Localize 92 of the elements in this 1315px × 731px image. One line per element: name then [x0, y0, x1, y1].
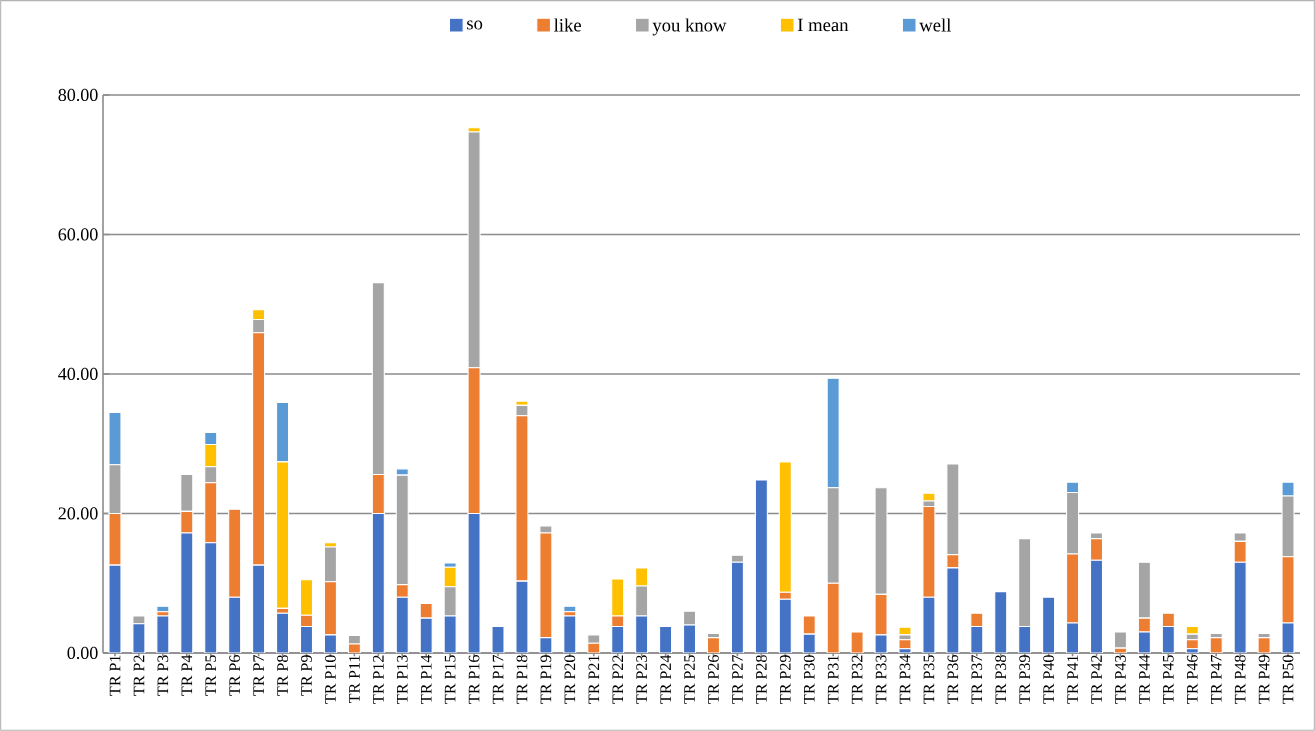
bar	[228, 508, 242, 598]
x-tick-label: TR P44	[1139, 654, 1150, 704]
x-tick-label: TR P30	[803, 655, 815, 704]
bar	[323, 581, 337, 636]
x-tick-label: TR P27	[732, 655, 743, 704]
y-tick-label: 0.00	[67, 646, 98, 660]
x-tick-label: TR P13	[396, 655, 408, 704]
bar	[826, 582, 840, 653]
x-tick-label: TR P26	[708, 655, 719, 704]
bar	[611, 578, 625, 617]
bar	[180, 473, 194, 512]
bar	[371, 473, 385, 515]
x-tick-label: TR P39	[1019, 655, 1031, 704]
y-tick-label: 20.00	[58, 507, 98, 520]
x-tick-label: TR P9	[301, 655, 312, 696]
x-tick-label: TR P33	[875, 655, 887, 704]
x-tick-label: TR P42	[1091, 655, 1102, 704]
legend-label: you know	[652, 18, 727, 36]
x-tick-label: TR P36	[947, 655, 959, 704]
bar	[1089, 559, 1104, 653]
bar	[252, 564, 266, 653]
x-tick-label: TR P17	[492, 655, 504, 704]
legend-label: well	[919, 18, 952, 32]
x-tick-label: TR P12	[373, 655, 384, 704]
x-tick-label: TR P50	[1282, 655, 1294, 704]
x-tick-label: TR P18	[516, 655, 528, 704]
bar	[539, 525, 553, 534]
bar	[730, 561, 744, 653]
legend-label: so	[467, 20, 483, 30]
bar	[587, 634, 601, 644]
x-tick-label: TR P8	[277, 655, 288, 696]
bar	[132, 615, 146, 625]
x-tick-label: TR P32	[851, 655, 863, 704]
x-tick-label: TR P45	[1162, 655, 1174, 704]
bar	[778, 461, 792, 593]
bar	[371, 512, 385, 653]
bar	[754, 479, 768, 653]
x-tick-label: TR P11	[349, 655, 360, 704]
bar	[994, 591, 1008, 653]
x-tick-label: TR P47	[1210, 655, 1222, 704]
bar	[1113, 631, 1127, 649]
x-tick-label: TR P10	[325, 655, 336, 704]
x-tick-label: TR P21	[588, 655, 600, 704]
x-tick-label: TR P23	[636, 655, 648, 704]
x-tick-label: TR P1	[109, 655, 121, 696]
bar	[946, 463, 960, 556]
x-tick-label: TR P41	[1067, 655, 1078, 704]
x-tick-label: TR P48	[1234, 655, 1246, 704]
x-tick-label: TR P6	[229, 655, 241, 696]
bar	[1185, 625, 1199, 635]
x-tick-label: TR P34	[899, 654, 911, 704]
x-tick-label: TR P28	[755, 655, 767, 704]
y-tick-label: 60.00	[58, 228, 98, 241]
x-tick-label: TR P25	[684, 655, 695, 704]
bar	[683, 610, 697, 626]
bar	[515, 404, 529, 417]
x-tick-label: TR P35	[923, 655, 935, 704]
bar	[1018, 538, 1032, 628]
x-tick-label: TR P22	[612, 655, 624, 704]
bar	[874, 487, 888, 595]
bar	[299, 579, 314, 616]
x-tick-label: TR P40	[1043, 655, 1055, 704]
legend-label: like	[554, 18, 581, 32]
x-tick-label: TR P24	[660, 654, 671, 704]
x-tick-label: TR P37	[971, 655, 983, 704]
x-tick-label: TR P4	[181, 654, 193, 696]
legend-label: I mean	[797, 18, 849, 32]
x-tick-label: TR P20	[564, 655, 576, 704]
bar	[323, 546, 337, 583]
x-tick-label: TR P2	[133, 655, 145, 696]
x-tick-label: TR P46	[1186, 655, 1198, 704]
x-tick-label: TR P3	[157, 655, 169, 696]
bar	[180, 532, 194, 653]
x-tick-label: TR P43	[1115, 655, 1126, 704]
x-tick-label: TR P7	[253, 655, 264, 696]
bar	[204, 542, 218, 653]
x-tick-label: TR P29	[779, 655, 791, 704]
bar	[1089, 532, 1104, 540]
x-tick-label: TR P14	[420, 654, 432, 704]
x-tick-label: TR P38	[995, 655, 1007, 704]
bar	[204, 482, 218, 544]
bar	[252, 332, 266, 566]
x-tick-label: TR P15	[444, 655, 456, 704]
bar	[1233, 532, 1247, 542]
x-tick-label: TR P16	[468, 655, 480, 704]
y-tick-label: 80.00	[58, 88, 98, 102]
x-tick-label: TR P19	[540, 655, 552, 704]
x-tick-label: TR P31	[827, 655, 839, 704]
x-tick-label: TR P5	[205, 655, 217, 696]
bar	[1137, 561, 1151, 619]
x-tick-label: TR P49	[1258, 655, 1270, 704]
y-tick-label: 40.00	[58, 367, 98, 381]
